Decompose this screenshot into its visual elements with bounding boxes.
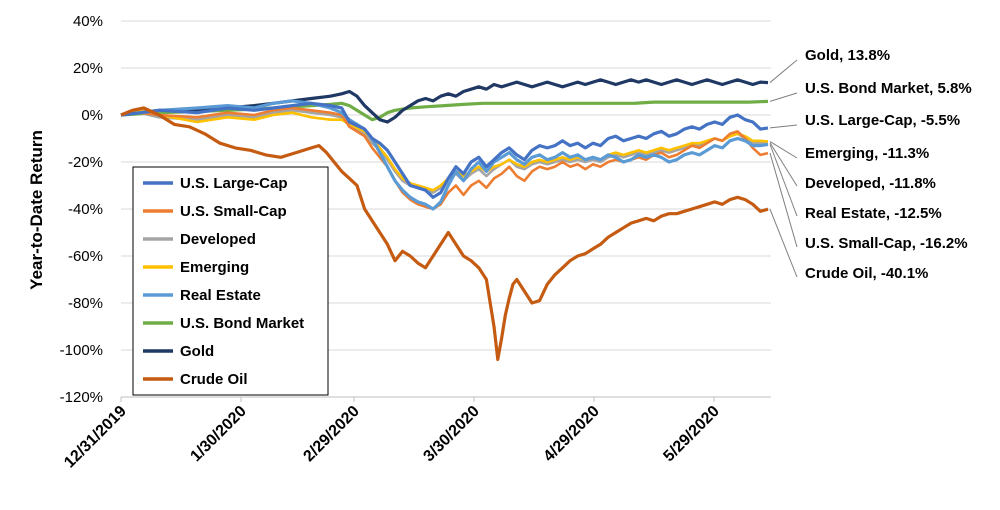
end-labels: Gold, 13.8% U.S. Bond Market, 5.8% U.S. La…	[769, 47, 972, 282]
series-line-u-s-small-cap	[120, 106, 769, 211]
x-tick-label: 3/30/2020	[420, 403, 482, 465]
leader-line	[769, 209, 798, 278]
legend-label: Emerging	[180, 259, 249, 276]
end-label: Crude Oil, -40.1%	[805, 265, 928, 282]
legend-label: Real Estate	[180, 287, 261, 304]
series-line-u-s-large-cap	[120, 101, 769, 199]
y-axis-title: Year-to-Date Return	[27, 130, 46, 290]
legend-label: Developed	[180, 231, 256, 248]
x-tick-label: 1/30/2020	[187, 403, 249, 465]
y-tick-label: -120%	[60, 389, 103, 406]
leader-line	[769, 152, 798, 248]
legend-label: Crude Oil	[180, 371, 248, 388]
end-label: U.S. Bond Market, 5.8%	[805, 80, 972, 97]
end-label: Emerging, -11.3%	[805, 145, 929, 162]
series-line-gold	[120, 78, 769, 124]
legend-label: U.S. Bond Market	[180, 315, 304, 332]
legend-label: Gold	[180, 343, 214, 360]
series-line-crude-oil	[120, 106, 769, 361]
end-label: Gold, 13.8%	[805, 47, 890, 64]
y-tick-label: -60%	[68, 248, 103, 265]
y-tick-label: -40%	[68, 201, 103, 218]
x-tick-label: 12/31/2019	[61, 403, 130, 472]
x-tick-label: 2/29/2020	[300, 403, 362, 465]
x-tick-label: 4/29/2020	[540, 403, 602, 465]
y-tick-label: -80%	[68, 295, 103, 312]
leader-line	[769, 144, 798, 217]
legend: U.S. Large-Cap U.S. Small-Cap Developed Eme…	[132, 166, 329, 396]
end-label: U.S. Small-Cap, -16.2%	[805, 235, 968, 252]
y-tick-label: 20%	[73, 60, 103, 77]
legend-label: U.S. Large-Cap	[180, 175, 288, 192]
x-tick-label: 5/29/2020	[660, 403, 722, 465]
legend-box	[132, 166, 329, 396]
y-tick-label: 0%	[81, 107, 103, 124]
legend-label: U.S. Small-Cap	[180, 203, 287, 220]
y-tick-label: 40%	[73, 13, 103, 30]
series-lines	[120, 78, 769, 361]
leader-line	[769, 92, 798, 102]
leader-line	[769, 142, 798, 187]
end-label: Real Estate, -12.5%	[805, 205, 942, 222]
end-label: U.S. Large-Cap, -5.5%	[805, 112, 960, 129]
y-tick-label: -20%	[68, 154, 103, 171]
leader-line	[769, 141, 798, 159]
y-axis-ticks: 40% 20% 0% -20% -40% -60% -80% -100% -120%	[60, 13, 103, 406]
leader-line	[769, 124, 798, 129]
end-label: Developed, -11.8%	[805, 175, 936, 192]
x-axis-ticks: 12/31/2019 1/30/2020 2/29/2020 3/30/2020 4/2…	[61, 397, 723, 471]
leader-line	[769, 59, 798, 83]
y-tick-label: -100%	[60, 342, 103, 359]
